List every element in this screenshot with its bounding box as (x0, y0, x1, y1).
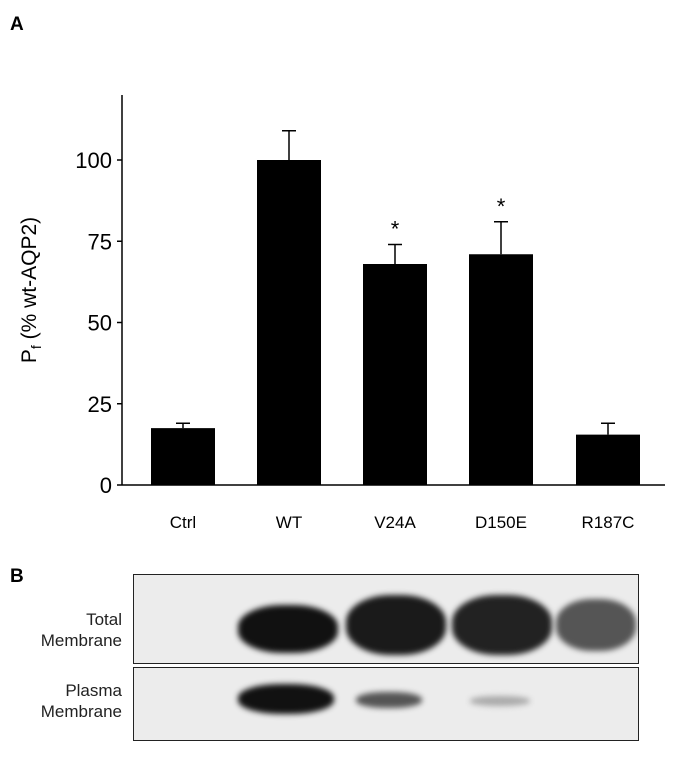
y-tick-label: 25 (88, 392, 112, 417)
band (238, 605, 338, 653)
bar-r187c (576, 434, 640, 485)
panel-a-label: A (10, 14, 24, 35)
label-line: Total (86, 610, 122, 629)
panel-b-label: B (10, 566, 24, 587)
bar-wt (257, 160, 321, 485)
band (346, 595, 446, 655)
y-tick-label: 100 (75, 148, 112, 173)
y-axis-label: Pf (% wt-AQP2) (18, 217, 44, 363)
label-line: Membrane (40, 631, 122, 650)
y-tick-label: 75 (88, 229, 112, 254)
band (238, 684, 334, 714)
blot-total-membrane (133, 574, 639, 664)
bar-chart: 0 25 50 75 100 Pf (% wt-AQP2) Ctrl WT V24A * D150E… (18, 95, 665, 532)
blot-row-label-plasma: Plasma Membrane (0, 680, 122, 722)
significance-marker: * (497, 194, 506, 219)
bar-v24a (363, 264, 427, 485)
label-line: Plasma (65, 681, 122, 700)
significance-marker: * (391, 217, 400, 242)
y-tick-label: 0 (100, 473, 112, 498)
bar-d150e (469, 254, 533, 485)
x-tick-label: WT (276, 513, 302, 532)
band (452, 595, 552, 655)
blot-row-label-total: Total Membrane (0, 609, 122, 651)
y-tick-label: 50 (88, 311, 112, 336)
x-tick-label: D150E (475, 513, 527, 532)
x-tick-label: V24A (374, 513, 416, 532)
band (356, 692, 422, 708)
bar-ctrl (151, 428, 215, 485)
band (556, 599, 636, 651)
x-tick-label: Ctrl (170, 513, 196, 532)
blot-plasma-membrane (133, 667, 639, 741)
label-line: Membrane (40, 702, 122, 721)
band (470, 696, 530, 706)
x-tick-label: R187C (582, 513, 635, 532)
